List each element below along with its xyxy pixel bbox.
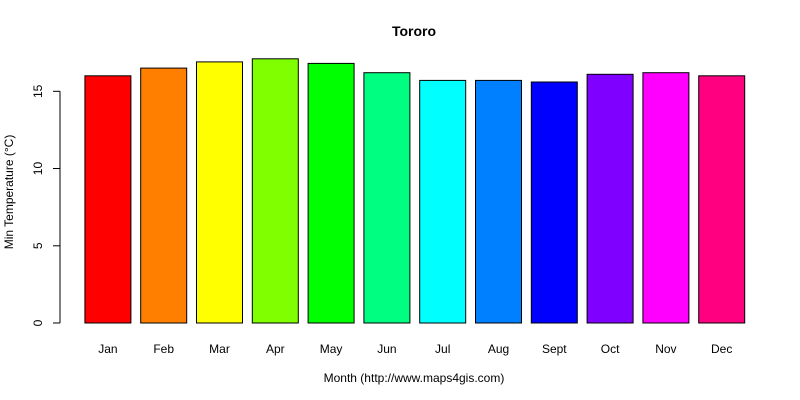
bar-jun: [363, 72, 411, 324]
bar-jul: [419, 79, 467, 324]
x-tick-label-aug: Aug: [488, 342, 509, 356]
bar-aug: [475, 79, 522, 324]
y-tick-label-15: 15: [31, 84, 45, 98]
bar-feb: [140, 67, 188, 324]
x-tick-label-jul: Jul: [435, 342, 450, 356]
bar-mar: [196, 61, 243, 324]
y-tick-label-10: 10: [31, 162, 45, 176]
x-tick-label-mar: Mar: [209, 342, 230, 356]
x-tick-label-jan: Jan: [98, 342, 117, 356]
y-axis-label: Min Temperature (°C): [2, 135, 16, 250]
x-tick-label-feb: Feb: [153, 342, 174, 356]
bar-apr: [251, 58, 299, 324]
x-tick-label-dec: Dec: [711, 342, 732, 356]
bar-oct: [586, 73, 634, 324]
bars-group: [84, 58, 746, 324]
x-axis-label: Month (http://www.maps4gis.com): [324, 371, 505, 385]
bar-dec: [698, 75, 746, 324]
y-tick-label-0: 0: [31, 319, 45, 326]
bar-may: [307, 62, 355, 324]
x-tick-label-oct: Oct: [601, 342, 620, 356]
y-tick-label-5: 5: [31, 242, 45, 249]
bar-jan: [84, 75, 132, 324]
x-tick-labels: Jan Feb Mar Apr May Jun Jul Aug Sept Oct Nov Dec: [98, 342, 732, 356]
x-tick-label-may: May: [320, 342, 343, 356]
x-tick-label-apr: Apr: [266, 342, 285, 356]
x-tick-label-sept: Sept: [542, 342, 567, 356]
bar-nov: [642, 72, 690, 324]
y-axis: 0 5 10 15: [31, 84, 61, 326]
bar-sept: [530, 81, 578, 324]
x-tick-label-nov: Nov: [655, 342, 676, 356]
x-tick-label-jun: Jun: [377, 342, 396, 356]
chart-title: Tororo: [392, 23, 436, 39]
